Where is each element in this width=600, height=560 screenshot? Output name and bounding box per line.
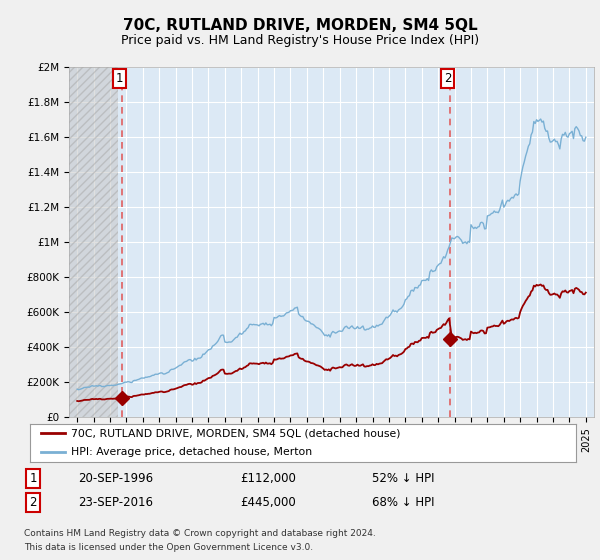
Text: £445,000: £445,000	[240, 496, 296, 510]
Text: 23-SEP-2016: 23-SEP-2016	[78, 496, 153, 510]
Text: Price paid vs. HM Land Registry's House Price Index (HPI): Price paid vs. HM Land Registry's House …	[121, 34, 479, 47]
Text: 2: 2	[444, 72, 451, 86]
Text: 68% ↓ HPI: 68% ↓ HPI	[372, 496, 434, 510]
Text: 1: 1	[29, 472, 37, 486]
Text: Contains HM Land Registry data © Crown copyright and database right 2024.: Contains HM Land Registry data © Crown c…	[24, 529, 376, 538]
Text: 52% ↓ HPI: 52% ↓ HPI	[372, 472, 434, 486]
Text: £112,000: £112,000	[240, 472, 296, 486]
Bar	[69, 67, 118, 417]
Text: 1: 1	[116, 72, 123, 86]
Text: 2: 2	[29, 496, 37, 510]
Text: 70C, RUTLAND DRIVE, MORDEN, SM4 5QL: 70C, RUTLAND DRIVE, MORDEN, SM4 5QL	[122, 18, 478, 32]
Text: This data is licensed under the Open Government Licence v3.0.: This data is licensed under the Open Gov…	[24, 543, 313, 552]
Text: HPI: Average price, detached house, Merton: HPI: Average price, detached house, Mert…	[71, 447, 312, 458]
Text: 20-SEP-1996: 20-SEP-1996	[78, 472, 153, 486]
Text: 70C, RUTLAND DRIVE, MORDEN, SM4 5QL (detached house): 70C, RUTLAND DRIVE, MORDEN, SM4 5QL (det…	[71, 428, 400, 438]
